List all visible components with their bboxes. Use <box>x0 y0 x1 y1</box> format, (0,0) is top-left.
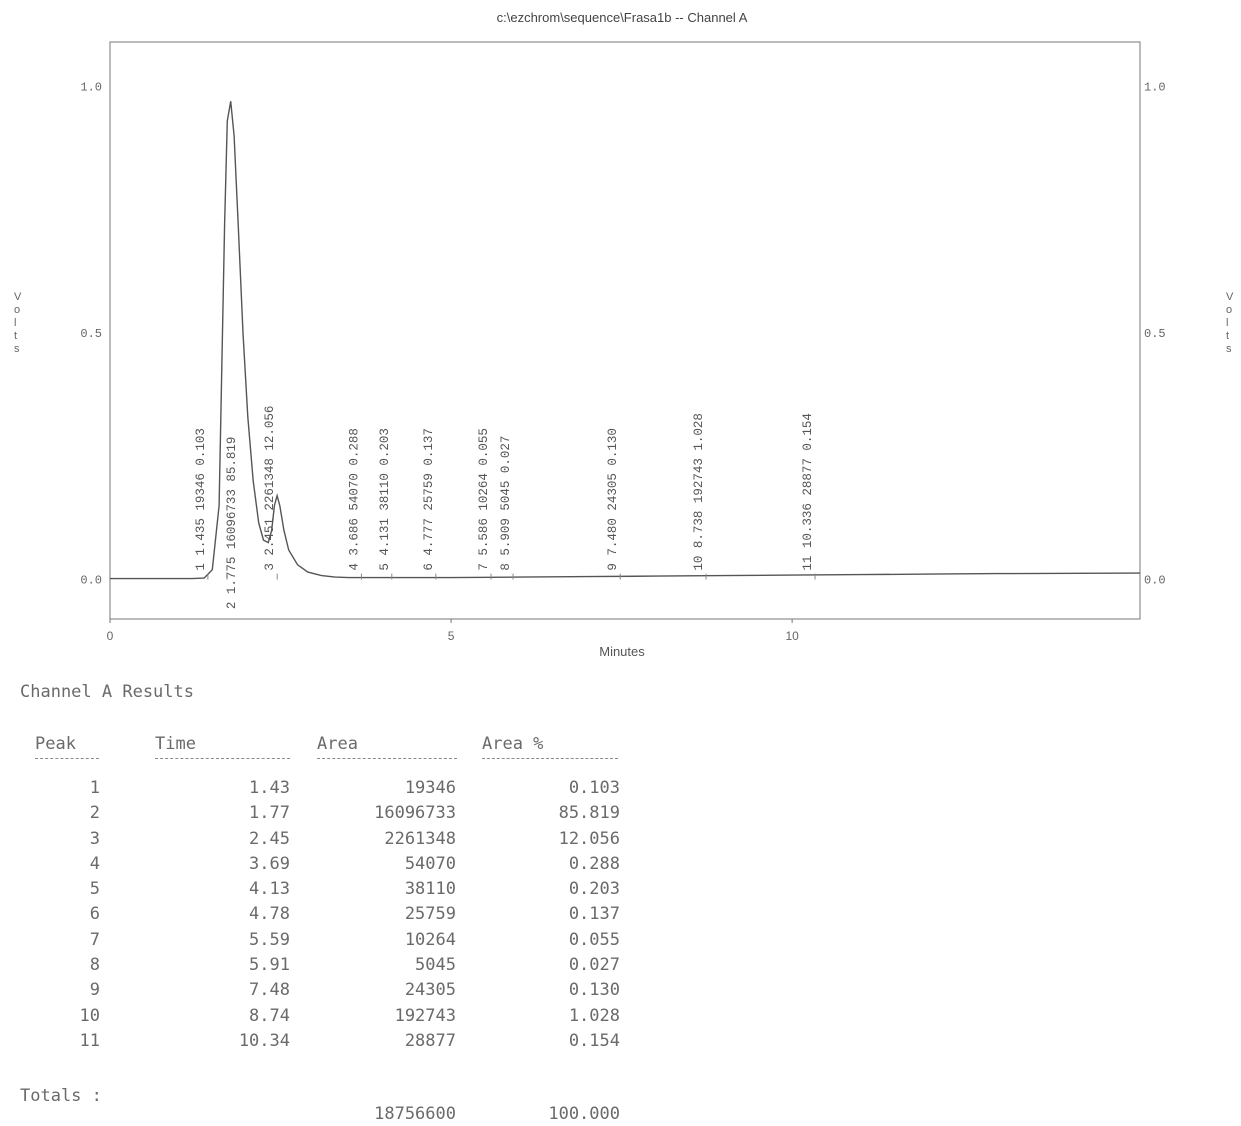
chromatogram-chart: c:\ezchrom\sequence\Frasa1b -- Channel A… <box>14 10 1234 659</box>
y-tick-label-left: 0.5 <box>80 327 102 341</box>
area-percent-cell: 0.103 <box>568 778 620 798</box>
totals-area-percent: 100.000 <box>548 1104 620 1124</box>
y-tick-label-left: 0.0 <box>80 574 102 588</box>
area-cell: 10264 <box>404 929 456 950</box>
time-cell: 10.34 <box>238 1030 290 1051</box>
x-axis-label: Minutes <box>599 644 645 659</box>
time-cell: 2.45 <box>249 828 290 849</box>
peak-cell: 5 <box>89 879 100 900</box>
peak-cell: 9 <box>89 980 100 1001</box>
time-cell: 1.77 <box>249 803 290 824</box>
table-row: 5 4.13 38110 0.203 <box>20 879 660 904</box>
peak-cell: 3 <box>89 828 100 849</box>
table-row: 10 8.74 192743 1.028 <box>20 1006 660 1031</box>
peak-label: 7 5.586 10264 0.055 <box>477 428 491 571</box>
table-row: 6 4.78 25759 0.137 <box>20 904 660 929</box>
time-cell: 3.69 <box>249 853 290 874</box>
area-cell: 19346 <box>404 778 456 798</box>
chart-title: c:\ezchrom\sequence\Frasa1b -- Channel A <box>497 10 748 25</box>
x-tick-label: 5 <box>448 629 455 643</box>
totals-label: Totals : <box>20 1086 102 1106</box>
peak-label: 11 10.336 28877 0.154 <box>801 413 815 571</box>
peak-cell: 10 <box>79 1005 100 1026</box>
peak-label: 10 8.738 192743 1.028 <box>692 413 706 571</box>
area-percent-cell: 0.055 <box>568 929 620 950</box>
peak-cell: 2 <box>89 803 100 824</box>
area-cell: 24305 <box>404 980 456 1001</box>
header-area: Area <box>317 734 358 754</box>
time-cell: 5.91 <box>249 955 290 976</box>
area-percent-cell: 85.819 <box>558 803 620 824</box>
area-percent-cell: 0.288 <box>568 853 620 874</box>
time-cell: 5.59 <box>249 929 290 950</box>
area-cell: 5045 <box>415 955 456 976</box>
peak-label: 5 4.131 38110 0.203 <box>378 428 392 571</box>
area-percent-cell: 0.203 <box>568 879 620 900</box>
peak-cell: 6 <box>89 904 100 925</box>
table-row: 4 3.69 54070 0.288 <box>20 854 660 879</box>
time-cell: 4.13 <box>249 879 290 900</box>
header-divider <box>35 758 99 759</box>
time-cell: 1.43 <box>249 778 290 798</box>
peak-label: 1 1.435 19346 0.103 <box>194 428 208 571</box>
header-divider <box>482 758 618 759</box>
area-percent-cell: 0.130 <box>568 980 620 1001</box>
area-cell: 192743 <box>394 1005 456 1026</box>
table-row: 11 10.34 28877 0.154 <box>20 1031 660 1056</box>
area-cell: 25759 <box>404 904 456 925</box>
time-cell: 4.78 <box>249 904 290 925</box>
y-tick-label-right: 0.0 <box>1144 574 1166 588</box>
peak-cell: 4 <box>89 853 100 874</box>
time-cell: 8.74 <box>249 1005 290 1026</box>
area-cell: 2261348 <box>384 828 456 849</box>
header-time: Time <box>155 734 196 754</box>
table-row: 7 5.59 10264 0.055 <box>20 930 660 955</box>
peak-label: 2 1.775 16096733 85.819 <box>225 437 239 610</box>
peak-cell: 7 <box>89 929 100 950</box>
table-row: 3 2.45 2261348 12.056 <box>20 829 660 854</box>
header-divider <box>317 758 457 759</box>
table-row: 1 1.43 19346 0.103 <box>20 778 660 803</box>
header-divider <box>155 758 290 759</box>
results-table: 1 1.43 19346 0.103 2 1.77 16096733 85.819 3 2.45 2… <box>20 778 660 1056</box>
results-title: Channel A Results <box>20 682 194 702</box>
y-tick-label-left: 1.0 <box>80 80 102 94</box>
plot-frame <box>109 41 1141 620</box>
table-row: 9 7.48 24305 0.130 <box>20 980 660 1005</box>
peak-label: 4 3.686 54070 0.288 <box>347 428 361 571</box>
chromatogram-trace <box>110 101 1141 580</box>
peak-cell: 1 <box>89 778 100 798</box>
area-percent-cell: 0.137 <box>568 904 620 925</box>
table-row: 8 5.91 5045 0.027 <box>20 955 660 980</box>
area-cell: 54070 <box>404 853 456 874</box>
time-cell: 7.48 <box>249 980 290 1001</box>
area-cell: 16096733 <box>374 803 456 824</box>
x-tick-label: 10 <box>785 629 799 643</box>
area-cell: 38110 <box>404 879 456 900</box>
header-peak: Peak <box>35 734 76 754</box>
peak-cell: 11 <box>79 1030 100 1051</box>
totals-area: 18756600 <box>374 1104 456 1124</box>
peak-label: 3 2.451 2261348 12.056 <box>263 406 277 571</box>
area-percent-cell: 0.027 <box>568 955 620 976</box>
y-tick-label-right: 0.5 <box>1144 327 1166 341</box>
y-tick-label-right: 1.0 <box>1144 80 1166 94</box>
area-cell: 28877 <box>404 1030 456 1051</box>
header-area-percent: Area % <box>482 734 544 754</box>
peak-label: 6 4.777 25759 0.137 <box>422 428 436 571</box>
table-row: 2 1.77 16096733 85.819 <box>20 803 660 828</box>
area-percent-cell: 12.056 <box>558 828 620 849</box>
area-percent-cell: 0.154 <box>568 1030 620 1051</box>
peak-cell: 8 <box>89 955 100 976</box>
x-tick-label: 0 <box>107 629 114 643</box>
peak-label: 9 7.480 24305 0.130 <box>606 428 620 571</box>
peak-label: 8 5.909 5045 0.027 <box>499 436 513 571</box>
area-percent-cell: 1.028 <box>568 1005 620 1026</box>
